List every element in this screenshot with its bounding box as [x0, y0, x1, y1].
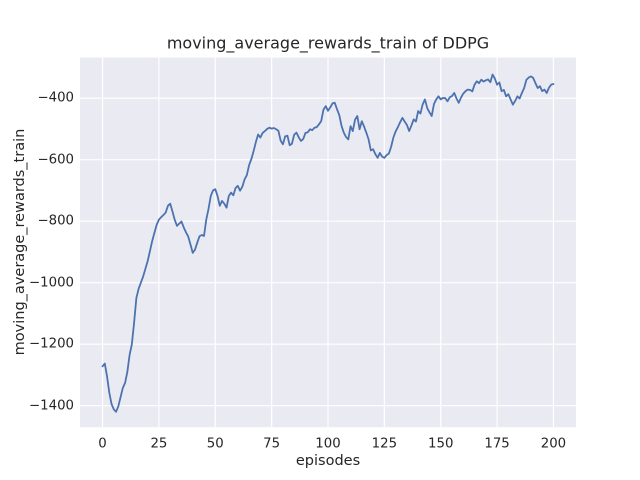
x-tick-label: 75 [263, 436, 281, 452]
y-axis-label: moving_average_rewards_train [12, 129, 28, 356]
y-tick-label: −400 [37, 90, 74, 106]
x-tick-label: 100 [315, 436, 341, 452]
y-tick-label: −1400 [29, 398, 74, 414]
x-tick-label: 150 [428, 436, 454, 452]
x-tick-label: 175 [484, 436, 510, 452]
y-tick-label: −1000 [29, 275, 74, 291]
line-series [101, 73, 555, 413]
chart-title: moving_average_rewards_train of DDPG [166, 33, 490, 53]
x-tick-label: 50 [206, 436, 224, 452]
x-axis-label: episodes [295, 453, 361, 469]
y-tick-label: −800 [37, 213, 74, 229]
x-tick-label: 0 [98, 436, 107, 452]
y-tick-label: −600 [37, 152, 74, 168]
x-tick-label: 125 [371, 436, 398, 452]
x-tick-label: 25 [150, 436, 168, 452]
y-tick-label: −1200 [29, 336, 74, 352]
x-tick-label: 200 [540, 436, 567, 452]
